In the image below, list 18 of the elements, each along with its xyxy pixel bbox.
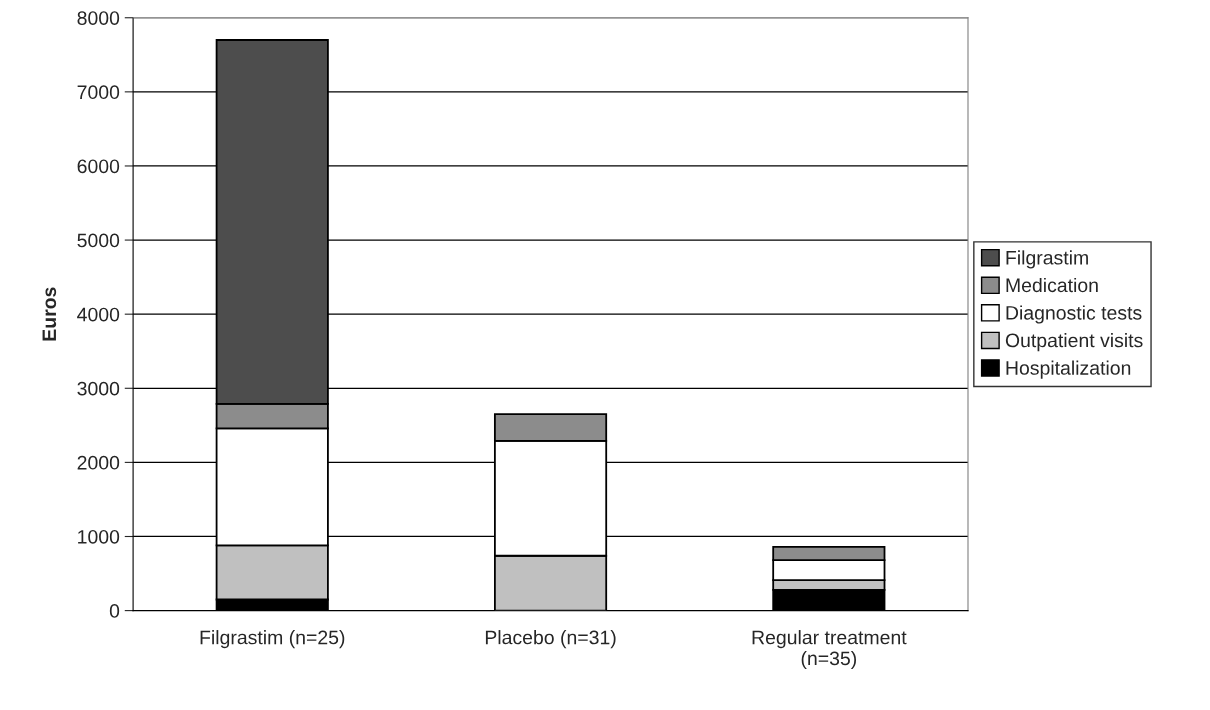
y-axis-title: Euros (42, 287, 57, 341)
y-tick-label: 5000 (77, 233, 120, 248)
y-tick-label: 7000 (77, 85, 120, 100)
y-tick-label: 0 (109, 604, 120, 618)
y-tick-label: 6000 (77, 159, 120, 174)
y-tick-label: 8000 (77, 11, 120, 25)
legend-label: Diagnostic tests (1006, 305, 1142, 324)
y-tick-label: 4000 (77, 307, 120, 322)
y-tick-label: 3000 (77, 381, 120, 396)
legend-label: Filgrastim (1006, 250, 1088, 269)
y-tick-label: 2000 (77, 455, 120, 470)
x-tick-label: Filgrastim (n=25) (200, 630, 345, 649)
x-tick-label: Regular treatment (n=35) (752, 630, 907, 670)
legend-label: Outpatient visits (1005, 333, 1143, 352)
y-tick-label: 1000 (78, 529, 120, 544)
x-tick-label: Placebo (n=31) (485, 630, 616, 649)
legend-label: Medication (1006, 277, 1098, 293)
legend-label: Hospitalization (1006, 360, 1131, 379)
